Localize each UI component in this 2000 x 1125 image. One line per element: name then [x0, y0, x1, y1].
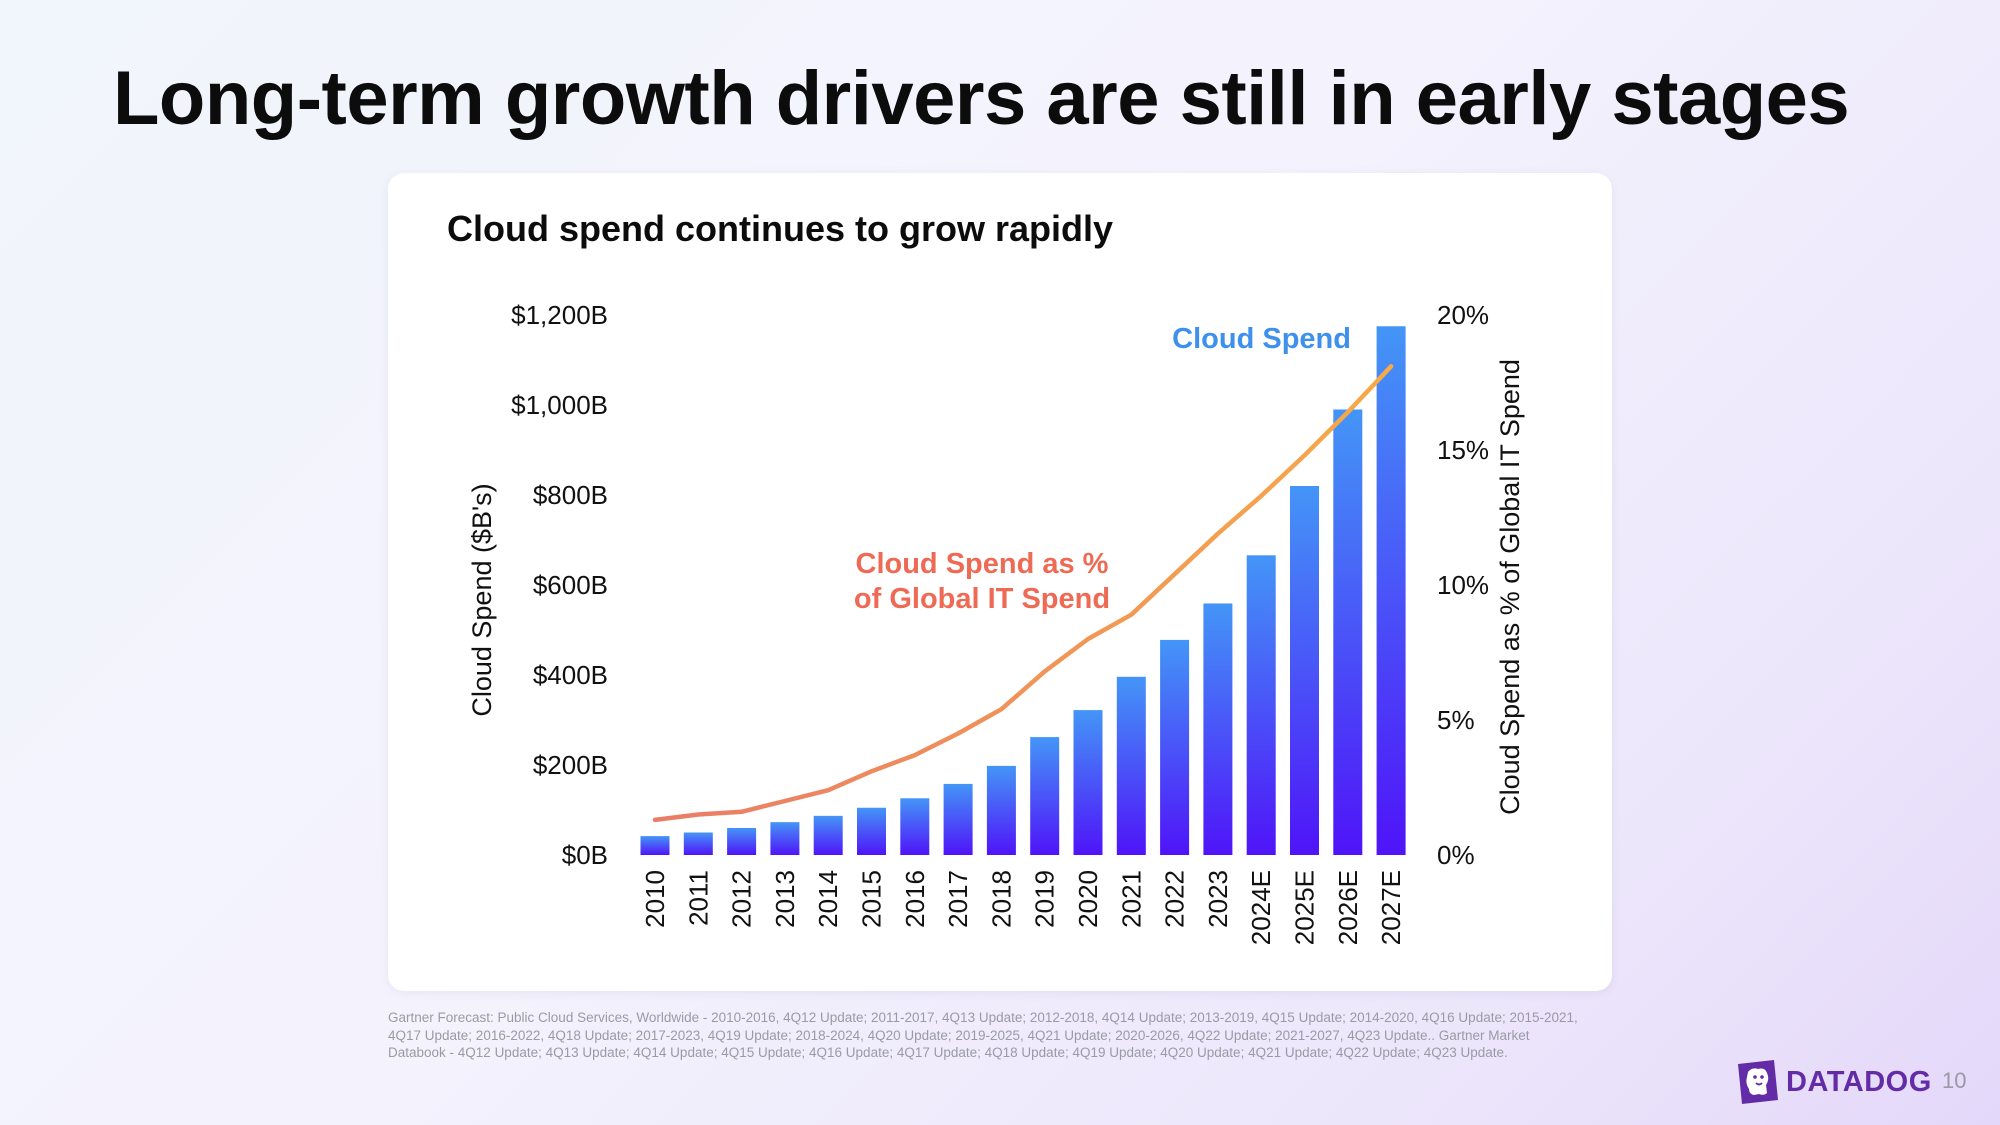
bar-2015	[857, 807, 886, 855]
bar-2019	[1030, 737, 1060, 855]
pct-series-label-line2: of Global IT Spend	[854, 583, 1110, 615]
bar-2023	[1203, 603, 1233, 855]
right-tick-label: 10%	[1437, 570, 1489, 600]
bar-2012	[727, 828, 757, 855]
bar-2022	[1160, 639, 1190, 855]
source-footnote: Gartner Forecast: Public Cloud Services,…	[388, 1010, 1578, 1060]
x-tick-label: 2017	[943, 870, 973, 928]
bar-2010	[640, 836, 670, 855]
brand-name: DATADOG	[1786, 1065, 1932, 1098]
right-tick-label: 0%	[1437, 840, 1475, 870]
x-axis-ticks: 2010 2011 2012 2013 2014 2015 2016 2017 2018 2019…	[640, 870, 1406, 945]
chart-title: Cloud spend continues to grow rapidly	[447, 208, 1114, 249]
bars-layer	[640, 326, 1406, 855]
x-tick-label: 2023	[1203, 870, 1233, 928]
x-tick-label: 2021	[1116, 870, 1146, 928]
bar-2024E	[1246, 555, 1276, 855]
bar-2017	[943, 783, 973, 855]
x-tick-label: 2022	[1160, 870, 1190, 928]
left-tick-label: $400B	[533, 660, 608, 690]
bar-2014	[813, 815, 843, 855]
left-tick-label: $200B	[533, 750, 608, 780]
left-tick-label: $800B	[533, 480, 608, 510]
x-tick-label: 2014	[813, 870, 843, 928]
left-tick-label: $1,000B	[511, 390, 608, 420]
bar-2013	[770, 822, 800, 855]
bar-2018	[986, 765, 1016, 855]
bar-2020	[1073, 710, 1103, 855]
pct-series-label-line1: Cloud Spend as %	[856, 548, 1109, 580]
right-axis-label: Cloud Spend as % of Global IT Spend	[1495, 359, 1525, 815]
datadog-dog-icon	[1738, 1060, 1778, 1104]
right-tick-label: 20%	[1437, 300, 1489, 330]
right-axis-ticks: 0% 5% 10% 15% 20%	[1437, 300, 1489, 870]
x-tick-label: 2026E	[1333, 870, 1363, 945]
bar-2016	[900, 798, 930, 855]
pct-of-it-spend-line	[652, 364, 1394, 823]
page-number: 10	[1942, 1068, 1967, 1093]
x-tick-label: 2018	[986, 870, 1016, 928]
x-tick-label: 2016	[900, 870, 930, 928]
bar-2026E	[1333, 409, 1363, 855]
left-axis-label: Cloud Spend ($B's)	[467, 483, 497, 716]
x-tick-label: 2024E	[1246, 870, 1276, 945]
right-tick-label: 5%	[1437, 705, 1475, 735]
x-tick-label: 2020	[1073, 870, 1103, 928]
x-tick-label: 2013	[770, 870, 800, 928]
x-tick-label: 2027E	[1376, 870, 1406, 945]
datadog-logo: DATADOG	[1734, 1058, 1932, 1106]
slide-title: Long-term growth drivers are still in ea…	[113, 56, 1850, 141]
bar-2027E	[1376, 326, 1406, 855]
x-tick-label: 2025E	[1290, 870, 1320, 945]
x-tick-label: 2011	[683, 870, 713, 926]
cloud-spend-series-label: Cloud Spend	[1172, 323, 1351, 355]
x-tick-label: 2010	[640, 870, 670, 928]
right-tick-label: 15%	[1437, 435, 1489, 465]
left-tick-label: $0B	[562, 840, 608, 870]
bar-2021	[1116, 676, 1146, 855]
bar-2011	[683, 832, 713, 855]
left-tick-label: $1,200B	[511, 300, 608, 330]
x-tick-label: 2019	[1030, 870, 1060, 928]
x-tick-label: 2012	[727, 870, 757, 928]
bar-2025E	[1290, 486, 1319, 855]
left-tick-label: $600B	[533, 570, 608, 600]
x-tick-label: 2015	[857, 870, 887, 928]
left-axis-ticks: $0B $200B $400B $600B $800B $1,000B $1,200B	[511, 300, 608, 870]
